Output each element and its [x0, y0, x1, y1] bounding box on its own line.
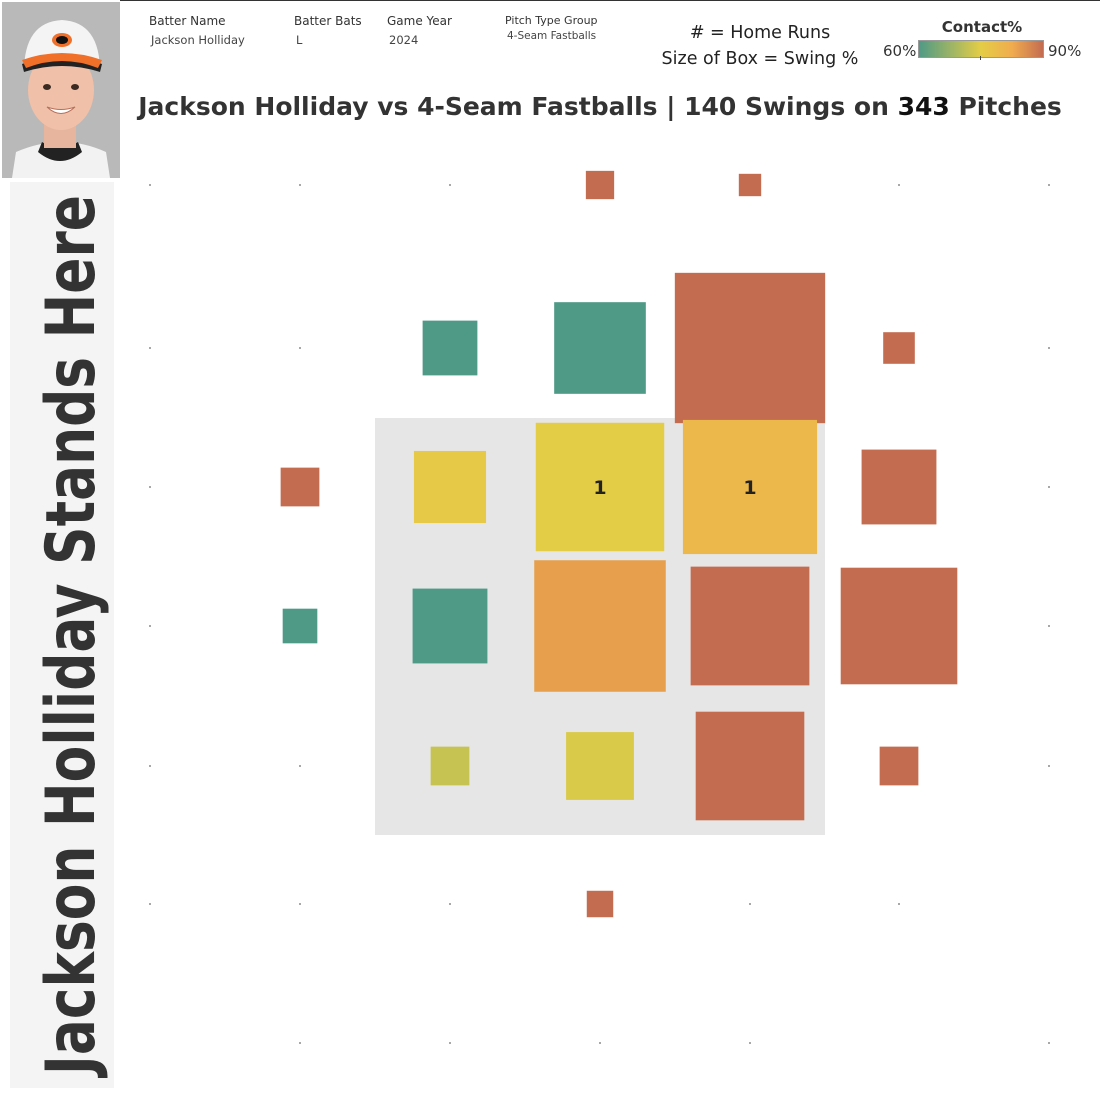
- zone-box[interactable]: [586, 890, 614, 918]
- empty-zone-marker: [1048, 625, 1050, 627]
- filter-batter-name[interactable]: Batter Name Jackson Holliday: [149, 14, 245, 47]
- empty-zone-marker: [449, 903, 451, 905]
- color-legend-min: 60%: [883, 42, 917, 60]
- zone-box[interactable]: [674, 272, 826, 424]
- empty-zone-marker: [299, 1042, 301, 1044]
- batter-side-panel: Jackson Holliday Stands Here: [10, 182, 114, 1088]
- empty-zone-marker: [149, 486, 151, 488]
- empty-zone-marker: [449, 1042, 451, 1044]
- zone-box[interactable]: [280, 467, 320, 507]
- empty-zone-marker: [1048, 347, 1050, 349]
- zone-box[interactable]: [682, 419, 818, 555]
- zone-box[interactable]: [430, 746, 470, 786]
- empty-zone-marker: [749, 1042, 751, 1044]
- zone-box[interactable]: [861, 449, 937, 525]
- player-headshot-image: [2, 2, 120, 178]
- empty-zone-marker: [1048, 765, 1050, 767]
- empty-zone-marker: [749, 903, 751, 905]
- legend-swing-size: Size of Box = Swing %: [661, 49, 859, 69]
- filter-label: Batter Name: [149, 14, 226, 28]
- filter-game-year[interactable]: Game Year 2024: [387, 14, 452, 47]
- empty-zone-marker: [299, 903, 301, 905]
- color-legend-max: 90%: [1048, 42, 1082, 60]
- empty-zone-marker: [599, 1042, 601, 1044]
- empty-zone-marker: [299, 347, 301, 349]
- chart-title-suffix: Pitches: [949, 92, 1062, 121]
- filter-value: 2024: [389, 33, 419, 47]
- empty-zone-marker: [149, 625, 151, 627]
- zone-box[interactable]: [883, 332, 915, 364]
- empty-zone-marker: [898, 903, 900, 905]
- empty-zone-marker: [1048, 486, 1050, 488]
- home-run-count: 1: [593, 477, 606, 499]
- zone-box[interactable]: [840, 567, 958, 685]
- empty-zone-marker: [1048, 1042, 1050, 1044]
- empty-zone-marker: [149, 184, 151, 186]
- zone-box[interactable]: [738, 173, 762, 197]
- zone-box[interactable]: [566, 732, 634, 800]
- empty-zone-marker: [149, 903, 151, 905]
- filter-label: Batter Bats: [294, 14, 362, 28]
- legend-home-runs: # = Home Runs: [689, 23, 831, 43]
- zone-box[interactable]: [535, 422, 665, 552]
- zone-box[interactable]: [554, 302, 646, 394]
- home-run-count: 1: [743, 477, 756, 499]
- zone-box[interactable]: [282, 608, 318, 644]
- batter-side-label: Jackson Holliday Stands Here: [32, 195, 111, 1078]
- color-legend-gradient: [918, 40, 1044, 58]
- chart-title-pitches: 343: [897, 92, 950, 121]
- zone-box[interactable]: [585, 170, 615, 200]
- zone-box[interactable]: [695, 711, 805, 821]
- filter-label: Pitch Type Group: [505, 14, 598, 27]
- filter-value: L: [296, 33, 303, 47]
- empty-zone-marker: [299, 184, 301, 186]
- filter-pitch-type-group[interactable]: Pitch Type Group 4-Seam Fastballs: [505, 14, 598, 42]
- empty-zone-marker: [1048, 184, 1050, 186]
- zone-box[interactable]: [422, 320, 478, 376]
- filter-value: 4-Seam Fastballs: [507, 30, 597, 42]
- chart-title-prefix: Jackson Holliday vs 4-Seam Fastballs | 1…: [138, 92, 898, 121]
- filter-label: Game Year: [387, 14, 452, 28]
- zone-box[interactable]: [412, 588, 488, 664]
- color-legend-tick: [980, 56, 981, 60]
- batter-side-label-svg: Jackson Holliday Stands Here: [32, 195, 111, 1078]
- empty-zone-marker: [299, 765, 301, 767]
- empty-zone-marker: [149, 765, 151, 767]
- top-border: [120, 0, 1100, 1]
- zone-box[interactable]: [879, 746, 919, 786]
- filter-batter-bats[interactable]: Batter Bats L: [294, 14, 362, 47]
- chart-title: Jackson Holliday vs 4-Seam Fastballs | 1…: [120, 92, 1080, 121]
- empty-zone-marker: [898, 184, 900, 186]
- size-legend: # = Home Runs Size of Box = Swing %: [655, 20, 865, 72]
- empty-zone-marker: [449, 184, 451, 186]
- filter-value: Jackson Holliday: [151, 33, 245, 47]
- empty-zone-marker: [149, 347, 151, 349]
- color-legend-title: Contact%: [941, 18, 1023, 36]
- zone-box[interactable]: [690, 566, 810, 686]
- zone-box[interactable]: [413, 450, 487, 524]
- player-photo: [2, 2, 120, 178]
- zone-box[interactable]: [534, 560, 666, 692]
